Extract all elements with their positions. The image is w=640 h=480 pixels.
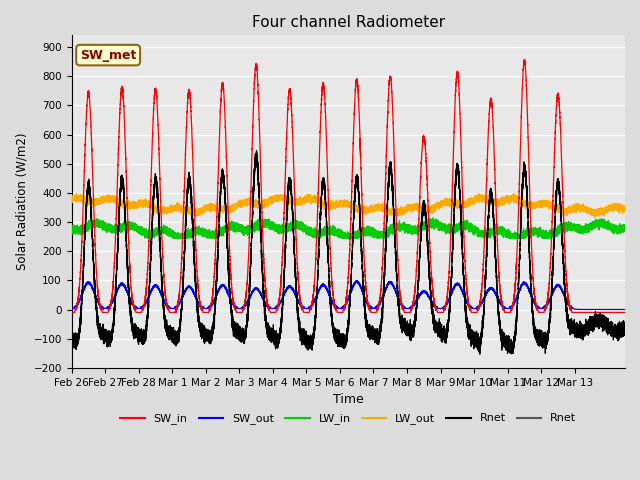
SW_out [586, 307, 593, 312]
Line: SW_out: SW_out [72, 281, 625, 310]
LW_out [68, 195, 76, 201]
Rnet [423, 231, 431, 237]
Line: SW_in: SW_in [72, 60, 625, 312]
LW_in [205, 235, 213, 241]
LW_in [423, 222, 431, 228]
X-axis label: Time: Time [333, 393, 364, 406]
Rnet [476, 351, 484, 357]
SW_in [621, 310, 629, 315]
LW_in [621, 222, 629, 228]
Rnet [403, 332, 410, 337]
LW_in [403, 225, 410, 231]
SW_in [464, 295, 472, 301]
SW_out [68, 306, 76, 312]
LW_out [586, 209, 593, 215]
LW_in [330, 230, 337, 236]
SW_out [423, 290, 431, 296]
LW_in [68, 225, 76, 231]
SW_out [403, 306, 410, 312]
LW_out [403, 204, 410, 210]
LW_out [205, 207, 213, 213]
Rnet [464, 323, 472, 328]
SW_in [403, 310, 410, 315]
LW_in [464, 224, 472, 230]
LW_out [464, 202, 472, 207]
SW_in [520, 57, 528, 63]
LW_out [591, 215, 599, 220]
SW_in [330, 295, 337, 301]
SW_out [621, 307, 629, 312]
LW_out [330, 201, 337, 207]
LW_in [586, 225, 593, 230]
Rnet [68, 339, 76, 345]
Y-axis label: Solar Radiation (W/m2): Solar Radiation (W/m2) [15, 133, 28, 270]
SW_in [423, 171, 431, 177]
Line: LW_in: LW_in [72, 218, 625, 238]
LW_in [429, 215, 437, 221]
SW_out [205, 305, 213, 311]
Title: Four channel Radiometer: Four channel Radiometer [252, 15, 445, 30]
Rnet [621, 326, 629, 332]
LW_out [423, 208, 431, 214]
SW_in [68, 310, 76, 315]
SW_out [353, 278, 360, 284]
Rnet [586, 322, 593, 327]
SW_out [330, 301, 337, 307]
Legend: SW_in, SW_out, LW_in, LW_out, Rnet, Rnet: SW_in, SW_out, LW_in, LW_out, Rnet, Rnet [116, 409, 580, 429]
SW_in [205, 307, 213, 312]
Line: LW_out: LW_out [72, 193, 625, 217]
Rnet [330, 330, 337, 336]
Rnet [253, 148, 260, 154]
LW_out [72, 191, 80, 196]
SW_in [586, 310, 593, 315]
Rnet [205, 340, 213, 346]
LW_out [621, 203, 629, 209]
LW_in [144, 235, 152, 241]
Text: SW_met: SW_met [80, 48, 136, 61]
SW_out [464, 301, 472, 307]
Line: Rnet: Rnet [72, 151, 625, 354]
